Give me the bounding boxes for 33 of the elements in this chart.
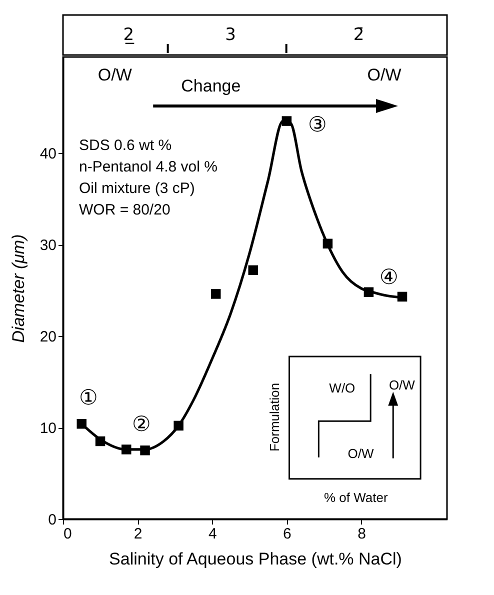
annotation: WOR = 80/20 xyxy=(79,202,170,218)
x-tick-label: 0 xyxy=(64,526,72,542)
annotation: ③ xyxy=(308,114,328,137)
annotation: ④ xyxy=(380,266,399,290)
annotation: Formulation xyxy=(267,382,282,452)
annotation: O/W xyxy=(367,66,402,85)
y-tick-label: 40 xyxy=(40,146,56,163)
annotation: Change xyxy=(181,76,241,96)
annotation: % of Water xyxy=(324,490,388,505)
annotation: SDS 0.6 wt % xyxy=(79,137,172,154)
x-tick-label: 4 xyxy=(208,526,217,542)
annotation: O/W xyxy=(388,377,416,392)
text: 2̲ xyxy=(123,25,136,45)
y-tick-label: 30 xyxy=(40,237,56,254)
annotation: Oil mixture (3 cP) xyxy=(79,180,195,197)
y-tick-label: 0 xyxy=(48,512,56,528)
point xyxy=(210,289,221,299)
annotation: ① xyxy=(78,386,98,410)
x-tick-label: 8 xyxy=(358,526,366,542)
text: 2̄ xyxy=(353,25,364,45)
y-tick-label: 10 xyxy=(40,420,56,438)
y-axis-title: Diameter (μm) xyxy=(8,234,28,343)
annotation: ② xyxy=(132,413,151,436)
x-tick-label: 6 xyxy=(283,526,292,542)
annotation: n-Pentanol 4.8 vol % xyxy=(79,158,218,176)
annotation: O/W xyxy=(98,66,132,85)
annotation: O/W xyxy=(348,446,375,461)
x-tick-label: 2 xyxy=(134,526,142,542)
annotation: W/O xyxy=(329,380,356,396)
point xyxy=(248,265,258,276)
x-axis-title: Salinity of Aqueous Phase (wt.% NaCl) xyxy=(109,550,402,568)
text: 3 xyxy=(225,25,236,45)
y-tick-label: 20 xyxy=(40,328,56,346)
